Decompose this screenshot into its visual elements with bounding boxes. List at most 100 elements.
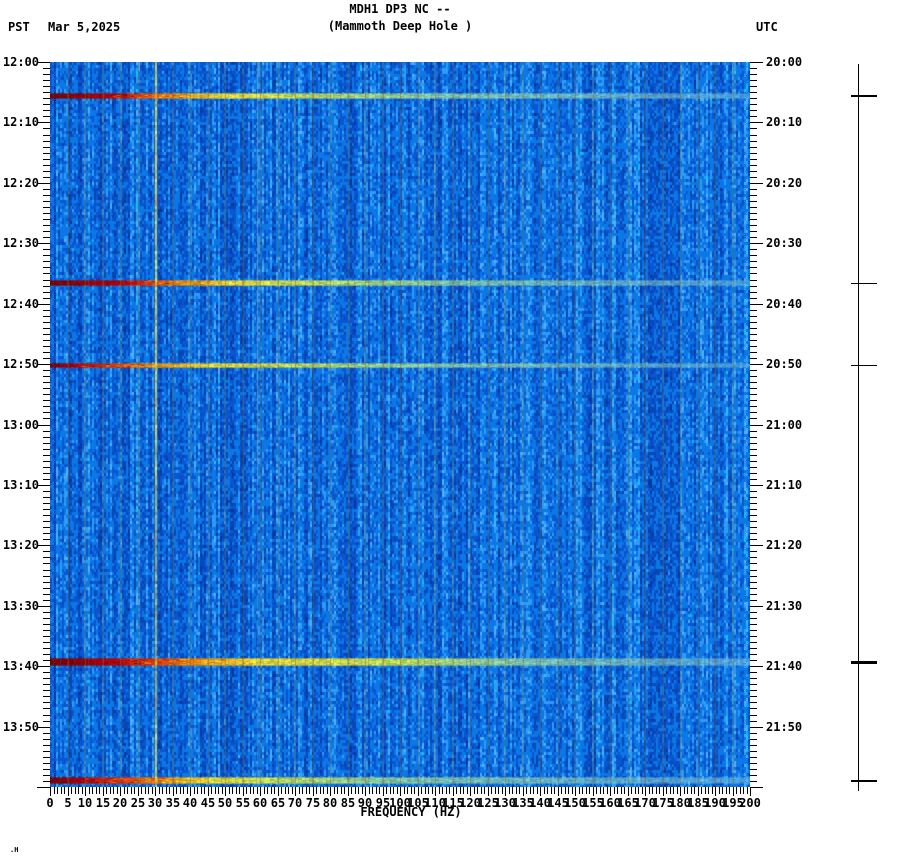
x-minor-tick: [288, 787, 289, 794]
left-minor-tick: [43, 135, 50, 136]
left-major-tick: [37, 364, 50, 365]
right-major-tick: [750, 364, 763, 365]
x-minor-tick: [229, 787, 230, 794]
left-major-tick: [37, 485, 50, 486]
x-minor-tick: [215, 787, 216, 794]
right-minor-tick: [750, 582, 757, 583]
x-minor-tick: [512, 787, 513, 794]
right-minor-tick: [750, 739, 757, 740]
left-minor-tick: [43, 696, 50, 697]
x-minor-tick: [232, 787, 233, 794]
right-minor-tick: [750, 346, 757, 347]
x-minor-tick: [519, 787, 520, 794]
x-minor-tick: [355, 787, 356, 794]
x-major-tick: [68, 787, 69, 796]
x-minor-tick: [320, 787, 321, 794]
x-minor-tick: [509, 787, 510, 794]
right-minor-tick: [750, 231, 757, 232]
x-major-tick: [645, 787, 646, 796]
x-minor-tick: [75, 787, 76, 794]
right-time-label: 21:40: [766, 659, 803, 673]
left-minor-tick: [43, 509, 50, 510]
left-minor-tick: [43, 757, 50, 758]
right-minor-tick: [750, 213, 757, 214]
left-minor-tick: [43, 715, 50, 716]
x-minor-tick: [236, 787, 237, 794]
right-minor-tick: [750, 286, 757, 287]
x-minor-tick: [537, 787, 538, 794]
timezone-right-label: UTC: [756, 20, 778, 34]
left-minor-tick: [43, 600, 50, 601]
right-minor-tick: [750, 721, 757, 722]
x-minor-tick: [649, 787, 650, 794]
left-minor-tick: [43, 141, 50, 142]
right-minor-tick: [750, 715, 757, 716]
x-tick-label: 25: [130, 796, 146, 810]
left-minor-tick: [43, 654, 50, 655]
right-minor-tick: [750, 775, 757, 776]
x-major-tick: [558, 787, 559, 796]
x-major-tick: [278, 787, 279, 796]
left-time-label: 13:30: [2, 599, 39, 613]
x-major-tick: [663, 787, 664, 796]
left-minor-tick: [43, 467, 50, 468]
right-minor-tick: [750, 479, 757, 480]
right-major-tick: [750, 666, 763, 667]
left-minor-tick: [43, 455, 50, 456]
right-minor-tick: [750, 267, 757, 268]
right-minor-tick: [750, 280, 757, 281]
left-major-tick: [37, 425, 50, 426]
x-major-tick: [698, 787, 699, 796]
right-minor-tick: [750, 509, 757, 510]
x-minor-tick: [544, 787, 545, 794]
x-minor-tick: [624, 787, 625, 794]
x-major-tick: [435, 787, 436, 796]
right-minor-tick: [750, 491, 757, 492]
right-minor-tick: [750, 521, 757, 522]
left-minor-tick: [43, 334, 50, 335]
x-major-tick: [120, 787, 121, 796]
left-minor-tick: [43, 382, 50, 383]
left-time-label: 12:50: [2, 357, 39, 371]
right-major-tick: [750, 545, 763, 546]
x-major-tick: [540, 787, 541, 796]
x-minor-tick: [498, 787, 499, 794]
x-minor-tick: [631, 787, 632, 794]
right-minor-tick: [750, 763, 757, 764]
x-minor-tick: [740, 787, 741, 794]
right-minor-tick: [750, 382, 757, 383]
x-minor-tick: [708, 787, 709, 794]
x-minor-tick: [467, 787, 468, 794]
x-tick-label: 90: [357, 796, 373, 810]
x-minor-tick: [362, 787, 363, 794]
x-major-tick: [470, 787, 471, 796]
x-minor-tick: [78, 787, 79, 794]
left-minor-tick: [43, 594, 50, 595]
x-minor-tick: [407, 787, 408, 794]
left-major-tick: [37, 727, 50, 728]
left-minor-tick: [43, 721, 50, 722]
left-time-label: 13:10: [2, 478, 39, 492]
left-minor-tick: [43, 147, 50, 148]
x-minor-tick: [358, 787, 359, 794]
x-minor-tick: [411, 787, 412, 794]
left-minor-tick: [43, 249, 50, 250]
left-minor-tick: [43, 763, 50, 764]
x-minor-tick: [463, 787, 464, 794]
x-minor-tick: [159, 787, 160, 794]
left-major-tick: [37, 304, 50, 305]
x-minor-tick: [141, 787, 142, 794]
right-minor-tick: [750, 177, 757, 178]
x-minor-tick: [372, 787, 373, 794]
x-minor-tick: [729, 787, 730, 794]
left-minor-tick: [43, 642, 50, 643]
x-tick-label: 160: [599, 796, 621, 810]
right-minor-tick: [750, 352, 757, 353]
x-minor-tick: [495, 787, 496, 794]
spectrogram-canvas: [50, 62, 750, 787]
right-major-tick: [750, 425, 763, 426]
right-minor-tick: [750, 340, 757, 341]
x-minor-tick: [341, 787, 342, 794]
left-minor-tick: [43, 74, 50, 75]
x-minor-tick: [113, 787, 114, 794]
